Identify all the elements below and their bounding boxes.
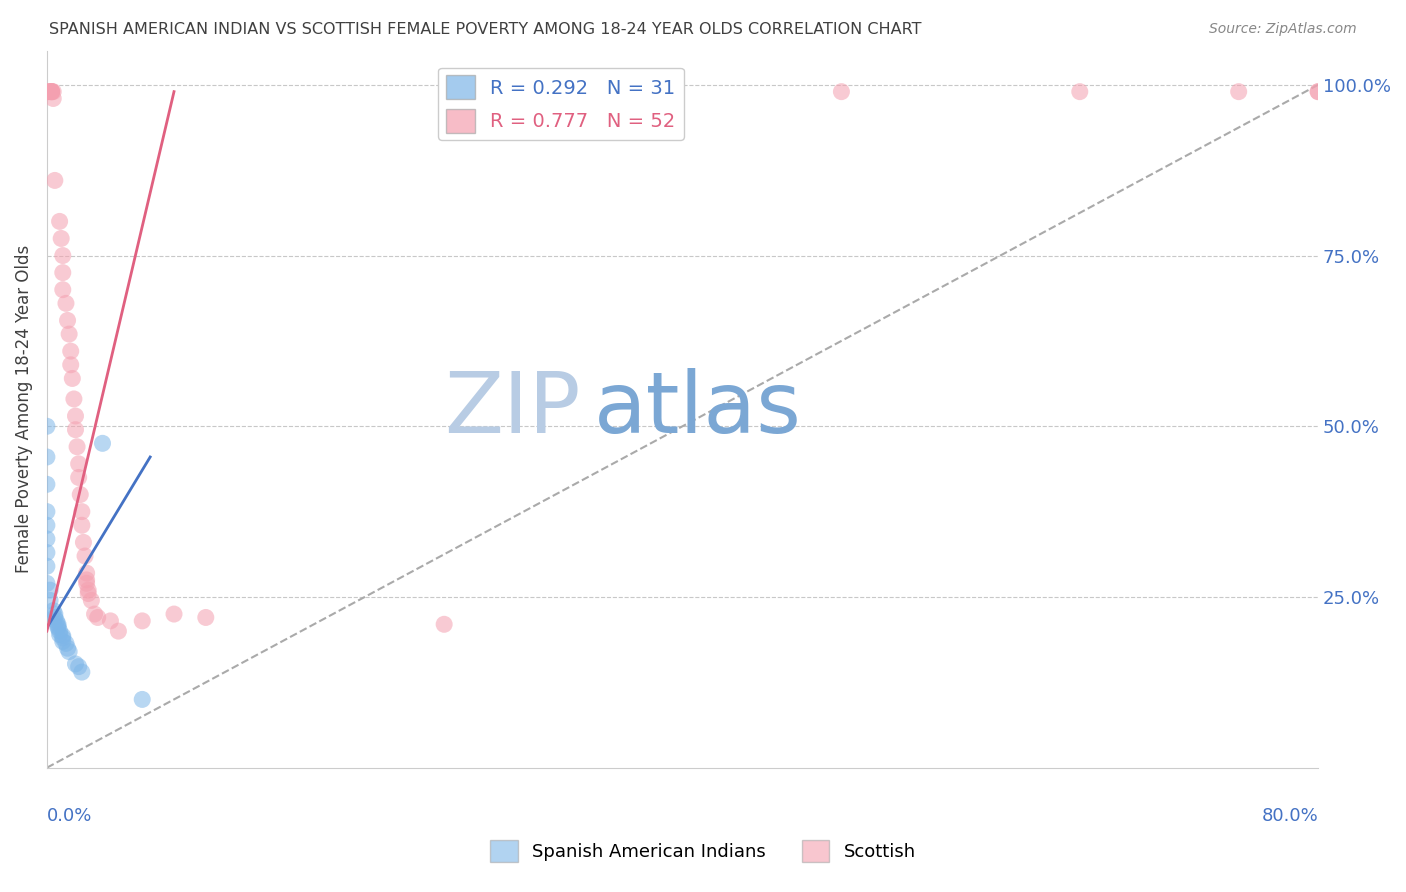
Point	[55, 636, 77, 650]
Point	[39, 583, 62, 598]
Point	[59, 344, 82, 359]
Point	[59, 358, 82, 372]
Point	[63, 392, 86, 406]
Point	[1069, 85, 1091, 99]
Text: atlas: atlas	[593, 368, 801, 450]
Point	[1308, 85, 1330, 99]
Point	[131, 692, 153, 706]
Point	[70, 505, 93, 519]
Point	[1227, 85, 1250, 99]
Point	[80, 593, 103, 607]
Point	[41, 85, 63, 99]
Point	[35, 559, 58, 574]
Point	[41, 85, 63, 99]
Point	[52, 634, 75, 648]
Point	[51, 231, 73, 245]
Point	[44, 173, 66, 187]
Point	[52, 283, 75, 297]
Point	[48, 214, 70, 228]
Point	[42, 91, 65, 105]
Point	[91, 436, 114, 450]
Text: Source: ZipAtlas.com: Source: ZipAtlas.com	[1209, 22, 1357, 37]
Point	[35, 576, 58, 591]
Point	[42, 604, 65, 618]
Point	[60, 371, 83, 385]
Point	[35, 419, 58, 434]
Text: SPANISH AMERICAN INDIAN VS SCOTTISH FEMALE POVERTY AMONG 18-24 YEAR OLDS CORRELA: SPANISH AMERICAN INDIAN VS SCOTTISH FEMA…	[49, 22, 922, 37]
Point	[44, 607, 66, 621]
Point	[70, 518, 93, 533]
Point	[433, 617, 456, 632]
Point	[70, 665, 93, 679]
Point	[46, 617, 69, 632]
Text: 0.0%: 0.0%	[46, 807, 93, 825]
Point	[65, 657, 87, 671]
Point	[72, 535, 94, 549]
Point	[76, 576, 98, 591]
Point	[35, 505, 58, 519]
Point	[42, 85, 65, 99]
Point	[592, 85, 614, 99]
Point	[35, 477, 58, 491]
Point	[35, 518, 58, 533]
Point	[44, 610, 66, 624]
Point	[58, 327, 80, 342]
Point	[77, 586, 100, 600]
Point	[37, 85, 59, 99]
Point	[52, 631, 75, 645]
Point	[83, 607, 105, 621]
Point	[35, 532, 58, 546]
Point	[35, 85, 58, 99]
Point	[87, 610, 110, 624]
Point	[73, 549, 96, 563]
Point	[67, 659, 90, 673]
Point	[52, 629, 75, 643]
Point	[35, 546, 58, 560]
Point	[194, 610, 217, 624]
Point	[77, 583, 100, 598]
Point	[45, 614, 67, 628]
Point	[76, 573, 98, 587]
Point	[39, 85, 62, 99]
Point	[131, 614, 153, 628]
Point	[46, 621, 69, 635]
Legend: R = 0.292   N = 31, R = 0.777   N = 52: R = 0.292 N = 31, R = 0.777 N = 52	[439, 68, 683, 140]
Point	[41, 85, 63, 99]
Point	[48, 624, 70, 639]
Point	[48, 627, 70, 641]
Point	[58, 645, 80, 659]
Point	[55, 296, 77, 310]
Point	[46, 619, 69, 633]
Text: 80.0%: 80.0%	[1261, 807, 1319, 825]
Point	[56, 313, 79, 327]
Legend: Spanish American Indians, Scottish: Spanish American Indians, Scottish	[484, 833, 922, 870]
Y-axis label: Female Poverty Among 18-24 Year Olds: Female Poverty Among 18-24 Year Olds	[15, 245, 32, 574]
Point	[66, 440, 89, 454]
Point	[107, 624, 129, 639]
Point	[65, 409, 87, 423]
Point	[67, 457, 90, 471]
Point	[1308, 85, 1330, 99]
Point	[100, 614, 122, 628]
Point	[67, 470, 90, 484]
Point	[830, 85, 852, 99]
Point	[35, 450, 58, 464]
Point	[52, 266, 75, 280]
Point	[39, 593, 62, 607]
Point	[69, 487, 91, 501]
Text: ZIP: ZIP	[444, 368, 581, 450]
Point	[65, 423, 87, 437]
Point	[41, 85, 63, 99]
Point	[52, 248, 75, 262]
Point	[76, 566, 98, 580]
Point	[56, 641, 79, 656]
Point	[163, 607, 186, 621]
